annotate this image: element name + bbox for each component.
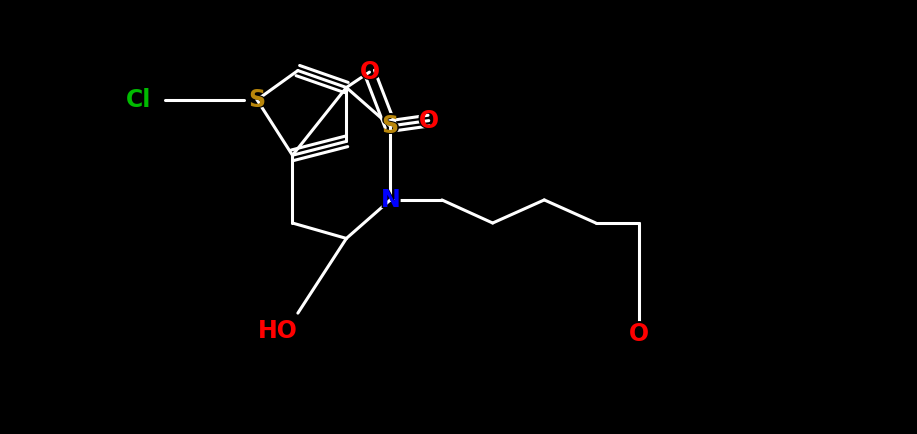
- Text: S: S: [380, 112, 401, 140]
- Text: O: O: [419, 108, 439, 133]
- Text: O: O: [357, 58, 381, 86]
- Text: N: N: [378, 186, 403, 214]
- Text: HO: HO: [249, 317, 298, 345]
- Text: S: S: [247, 86, 268, 114]
- Text: N: N: [381, 188, 400, 212]
- Text: S: S: [249, 88, 266, 112]
- Text: S: S: [381, 114, 399, 138]
- Text: O: O: [359, 60, 380, 84]
- Text: Cl: Cl: [127, 88, 151, 112]
- Text: HO: HO: [258, 319, 298, 343]
- Text: O: O: [629, 322, 649, 346]
- Text: Cl: Cl: [120, 86, 151, 114]
- Text: O: O: [416, 107, 441, 135]
- Text: O: O: [626, 320, 651, 348]
